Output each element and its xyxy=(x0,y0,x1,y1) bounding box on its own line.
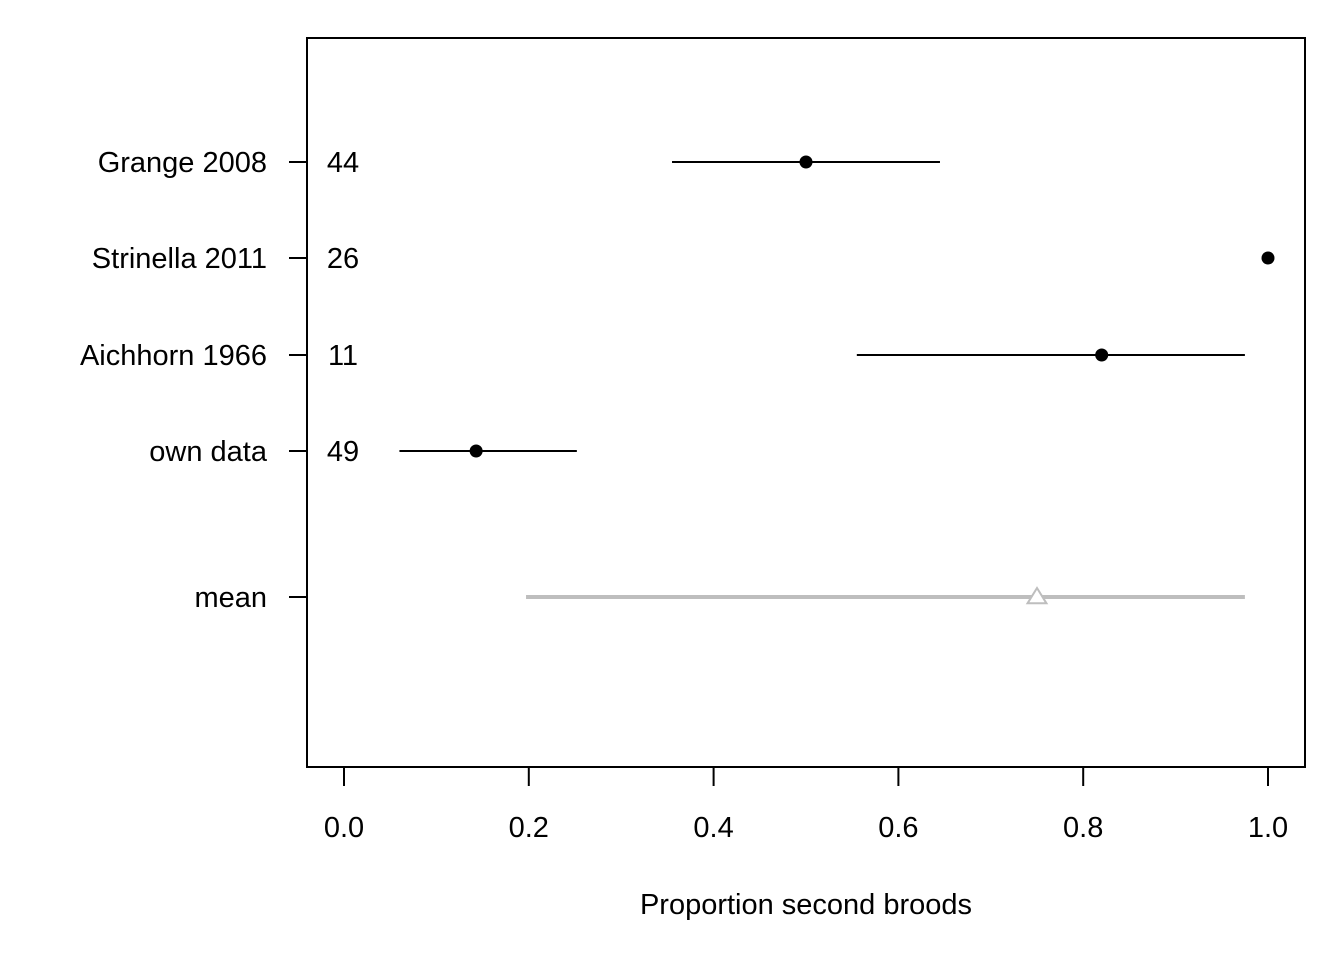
point-estimate-strinella-2011 xyxy=(1261,251,1275,265)
x-tick-label: 0.2 xyxy=(509,812,549,844)
sample-size-strinella-2011: 26 xyxy=(327,243,359,275)
x-axis: 0.0 0.2 0.4 0.6 0.8 1.0 xyxy=(324,766,1288,844)
x-tick-label: 1.0 xyxy=(1248,812,1288,844)
row-label-strinella-2011: Strinella 2011 xyxy=(92,243,267,275)
sample-size-grange-2008: 44 xyxy=(327,147,359,179)
row-label-own-data: own data xyxy=(149,436,268,468)
point-estimate-aichhorn-1966 xyxy=(1095,348,1109,362)
point-estimate-mean xyxy=(1025,586,1049,605)
x-axis-label: Proportion second broods xyxy=(640,889,972,921)
row-label-aichhorn-1966: Aichhorn 1966 xyxy=(80,340,267,372)
sample-size-own-data: 49 xyxy=(327,436,359,468)
point-estimate-own-data xyxy=(469,444,483,458)
sample-size-aichhorn-1966: 11 xyxy=(328,340,358,372)
plot-frame xyxy=(306,37,1306,768)
x-tick-label: 0.8 xyxy=(1063,812,1103,844)
row-label-mean: mean xyxy=(194,582,267,614)
x-tick-label: 0.0 xyxy=(324,812,364,844)
row-label-grange-2008: Grange 2008 xyxy=(98,147,267,179)
x-tick-label: 0.6 xyxy=(878,812,918,844)
point-estimate-grange-2008 xyxy=(799,155,813,169)
rows-layer: Grange 2008 44 Strinella 2011 26 Aichhorn 19… xyxy=(80,147,1275,614)
x-tick-label: 0.4 xyxy=(693,812,733,844)
